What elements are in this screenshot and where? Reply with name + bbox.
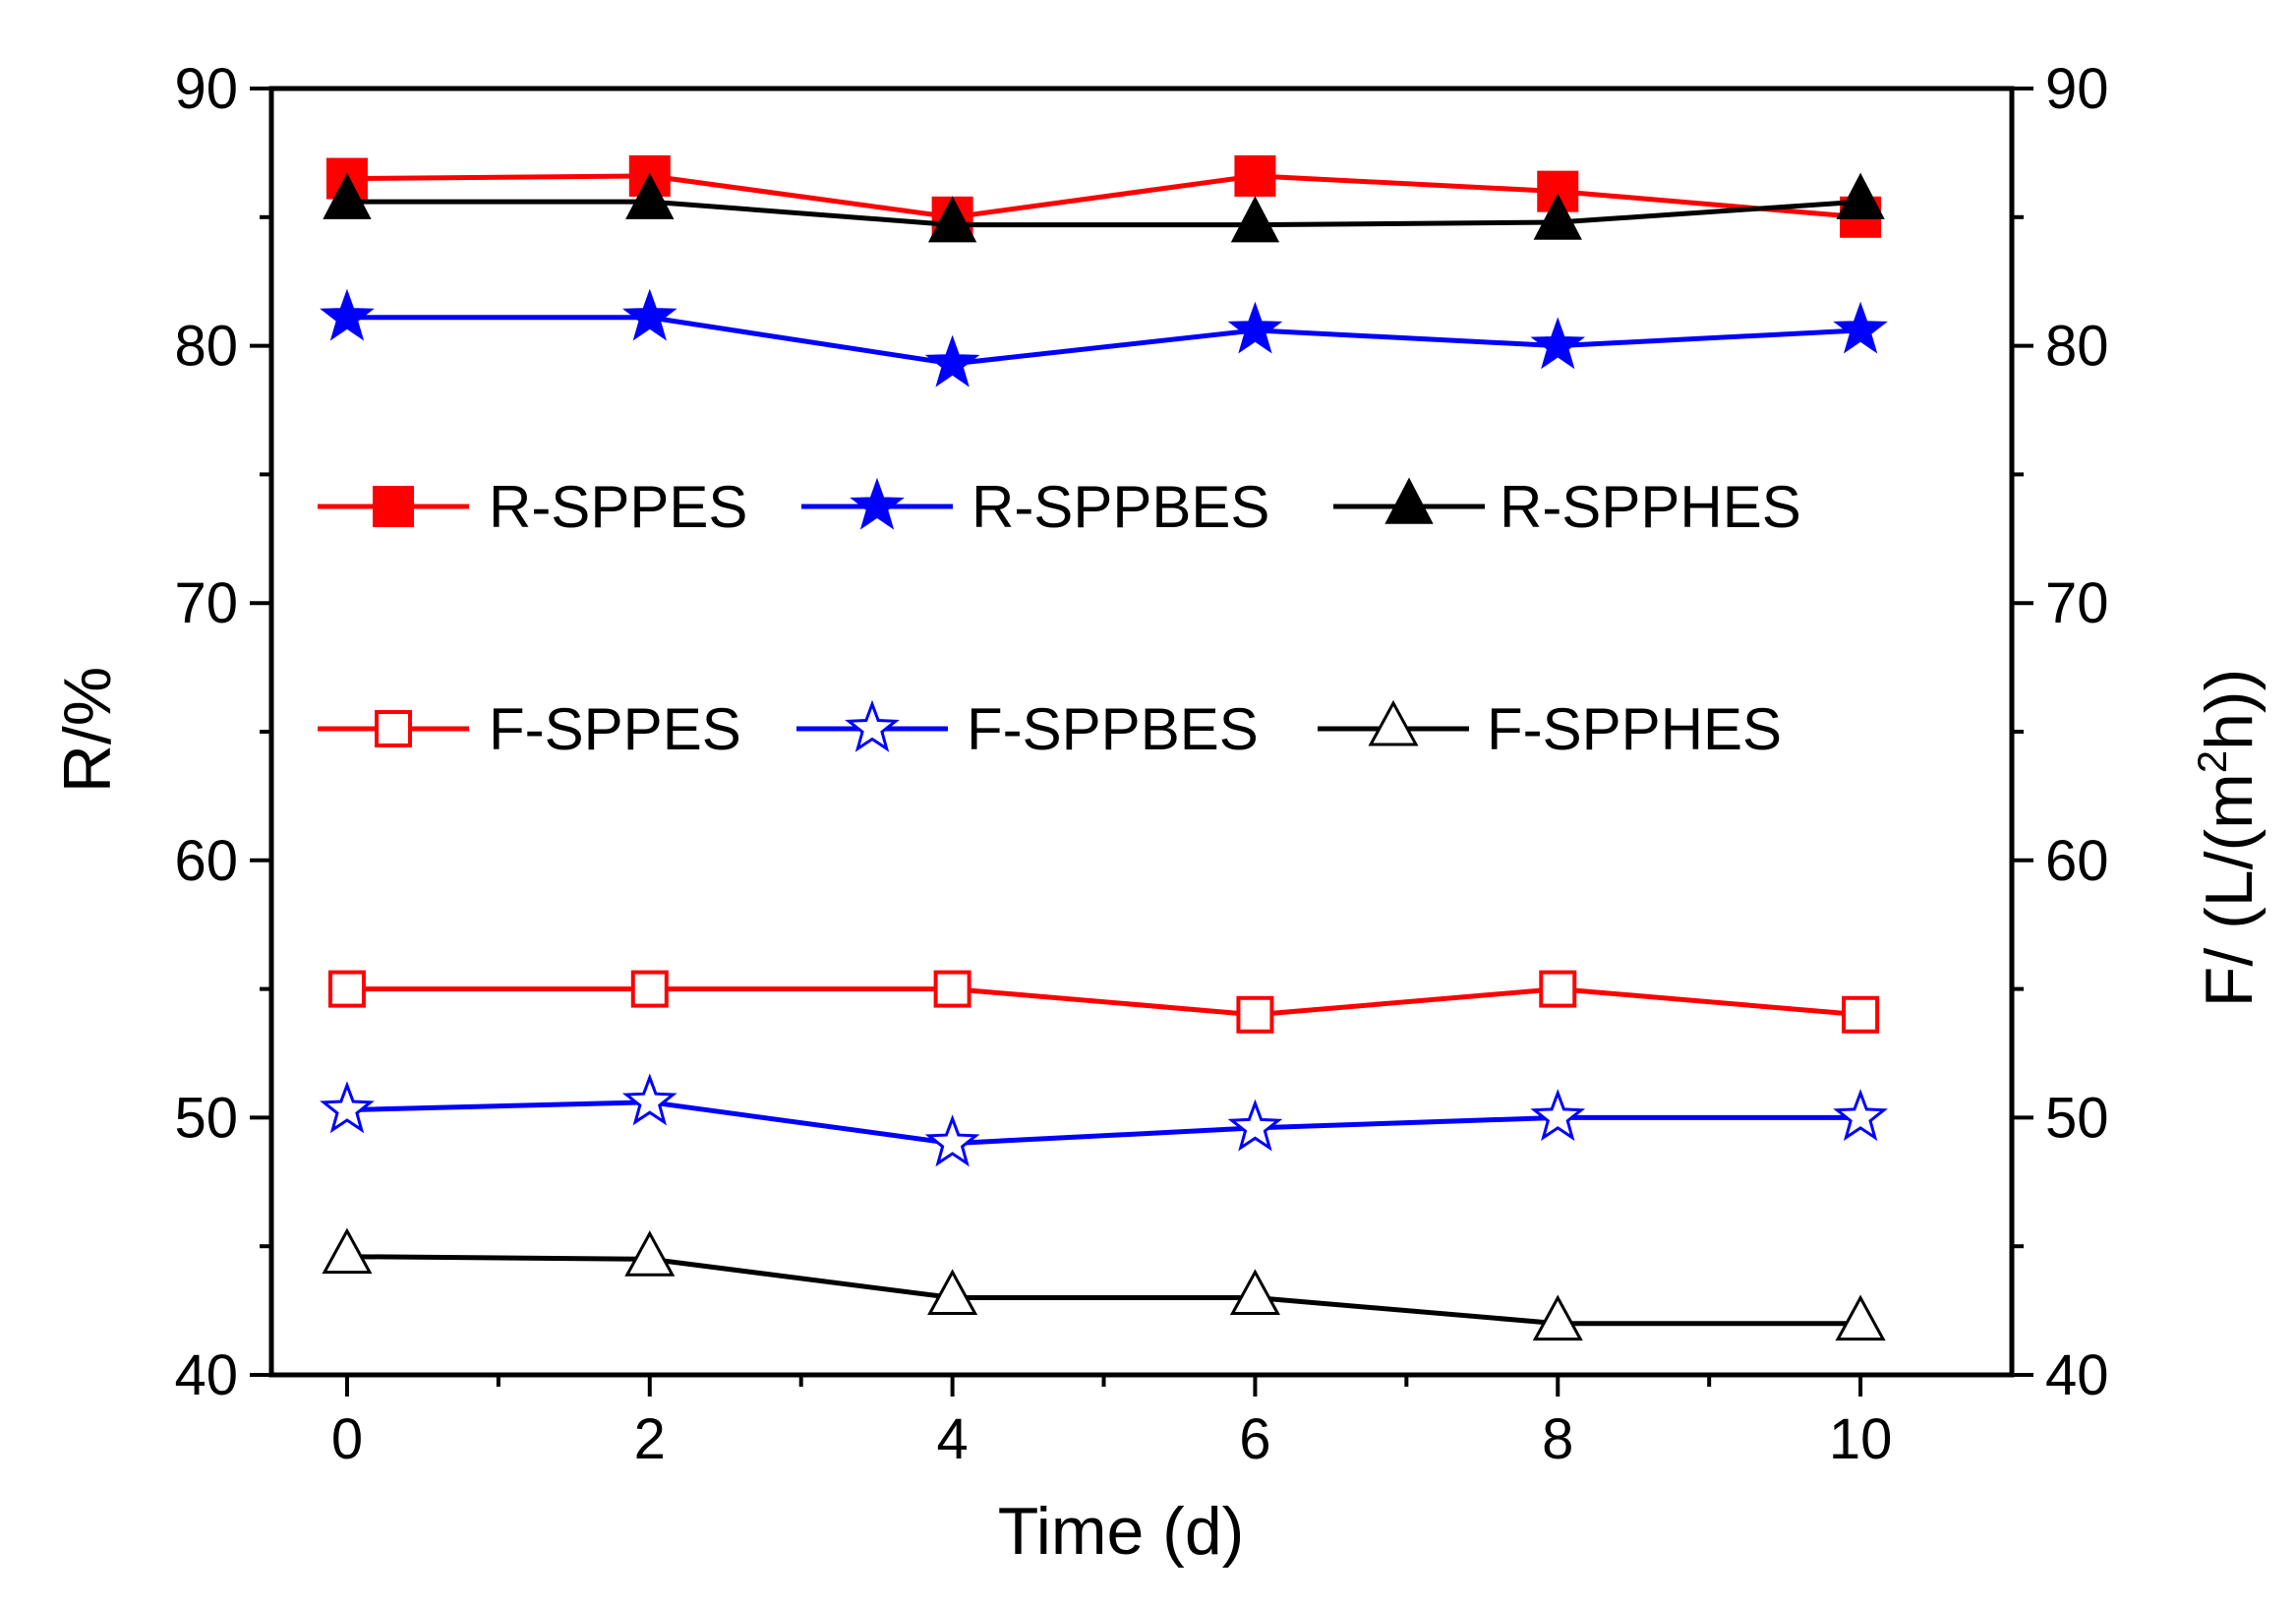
data-point-f-sppbes [320, 1081, 375, 1134]
series-f-spphes [322, 1227, 1886, 1341]
series-line-f-sppbes [346, 1100, 1861, 1147]
data-point-r-spphes [1836, 172, 1885, 219]
data-point-f-spphes [624, 1230, 676, 1277]
series-f-sppbes [320, 1073, 1888, 1167]
x-tick-label: 8 [1542, 1407, 1573, 1471]
legend-label: F-SPPES [489, 696, 741, 762]
x-tick-label: 4 [936, 1407, 968, 1471]
legend-entry-f-sppes: F-SPPES [318, 696, 741, 762]
y2-axis-title-part: h)) [2192, 669, 2267, 750]
data-point-r-sppbes [1227, 301, 1283, 354]
legend-marker [1368, 699, 1419, 746]
legend-entry-r-spphes: R-SPPHES [1333, 474, 1801, 540]
data-point-f-sppbes [1530, 1089, 1586, 1142]
legend-entry-r-sppbes: R-SPPBES [801, 474, 1269, 540]
data-point-f-spphes [1229, 1269, 1280, 1315]
series-line-r-sppes [346, 173, 1861, 220]
data-point-f-sppbes [924, 1114, 980, 1167]
data-point-f-sppes [1842, 995, 1880, 1034]
data-point-r-spphes [323, 172, 372, 219]
y-right-tick-label: 70 [2045, 571, 2109, 635]
data-point-f-sppbes [1227, 1099, 1283, 1152]
y-axis-right: 40 50 60 70 80 90 [2012, 57, 2109, 1407]
y-right-tick-label: 50 [2045, 1086, 2109, 1150]
x-tick-label: 10 [1829, 1407, 1893, 1471]
series-line-r-sppbes [347, 315, 1861, 367]
y-left-tick-label: 50 [174, 1086, 238, 1150]
data-point-r-sppbes [621, 288, 677, 341]
legend-label: R-SPPHES [1500, 474, 1801, 540]
x-axis: 0 2 4 6 8 10 [331, 1375, 1893, 1471]
legend-label: R-SPPES [489, 474, 747, 540]
y-left-tick-label: 60 [174, 829, 238, 893]
x-tick-label: 0 [331, 1407, 363, 1471]
y-right-tick-label: 90 [2045, 57, 2109, 121]
data-point-f-sppbes [1833, 1089, 1888, 1142]
data-point-f-spphes [1532, 1294, 1583, 1341]
data-point-r-sppbes [320, 288, 375, 341]
y-axis-left: 40 50 60 70 80 90 [174, 57, 271, 1407]
data-point-f-sppbes [621, 1073, 677, 1126]
data-point-f-spphes [322, 1227, 373, 1275]
series-r-sppbes [320, 288, 1888, 387]
y-axis-title: R/% [50, 667, 125, 793]
x-tick-label: 6 [1239, 1407, 1270, 1471]
legend-entry-f-sppbes: F-SPPBES [796, 696, 1259, 762]
y-right-tick-label: 80 [2045, 315, 2109, 379]
y-right-tick-label: 40 [2045, 1343, 2109, 1407]
series-f-sppes [327, 970, 1880, 1034]
data-point-r-sppbes [1530, 317, 1586, 370]
y2-axis-title-superscript: 2 [2189, 750, 2235, 773]
series-r-spphes [323, 172, 1885, 243]
y-right-tick-label: 60 [2045, 829, 2109, 893]
series-line-r-spphes [347, 199, 1861, 228]
data-point-f-sppes [1236, 995, 1274, 1034]
series-line-f-spphes [346, 1254, 1861, 1327]
y2-axis-title: F/ (L/(m2h)) [2189, 669, 2267, 1007]
data-point-r-sppbes [924, 334, 980, 387]
data-point-r-sppes [1234, 154, 1276, 197]
legend-marker [850, 477, 905, 530]
legend-marker [845, 699, 900, 752]
data-point-f-sppes [630, 970, 669, 1008]
x-axis-title: Time (d) [998, 1494, 1245, 1569]
data-point-r-spphes [625, 172, 675, 219]
series-layer [320, 154, 1888, 1341]
legend-marker [375, 710, 412, 747]
legend-label: F-SPPBES [967, 696, 1259, 762]
data-point-r-sppbes [1833, 301, 1888, 354]
y-left-tick-label: 40 [174, 1343, 238, 1407]
data-point-f-sppes [1539, 970, 1577, 1008]
legend-label: R-SPPBES [971, 474, 1269, 540]
legend-entry-r-sppes: R-SPPES [318, 474, 747, 540]
data-point-r-spphes [1533, 193, 1582, 240]
legend-marker [1384, 477, 1434, 524]
data-point-f-sppes [933, 970, 971, 1008]
series-line-f-sppes [347, 986, 1861, 1018]
legend-label: F-SPPHES [1487, 696, 1782, 762]
y-left-tick-label: 90 [174, 57, 238, 121]
x-tick-label: 2 [634, 1407, 666, 1471]
legend-entry-f-spphes: F-SPPHES [1318, 696, 1782, 762]
legend-marker [373, 486, 414, 527]
data-point-r-spphes [1230, 196, 1280, 243]
data-point-r-spphes [927, 196, 977, 243]
data-point-f-sppes [327, 970, 366, 1008]
data-point-f-spphes [927, 1269, 978, 1315]
y2-axis-title-part: F/ (L/(m [2192, 773, 2267, 1007]
legend: R-SPPES R-SPPBES R-SPPHES F-SPPES F-SPPBES F-… [318, 474, 1801, 762]
y-left-tick-label: 80 [174, 315, 238, 379]
data-point-f-spphes [1835, 1294, 1886, 1341]
y-left-tick-label: 70 [174, 571, 238, 635]
